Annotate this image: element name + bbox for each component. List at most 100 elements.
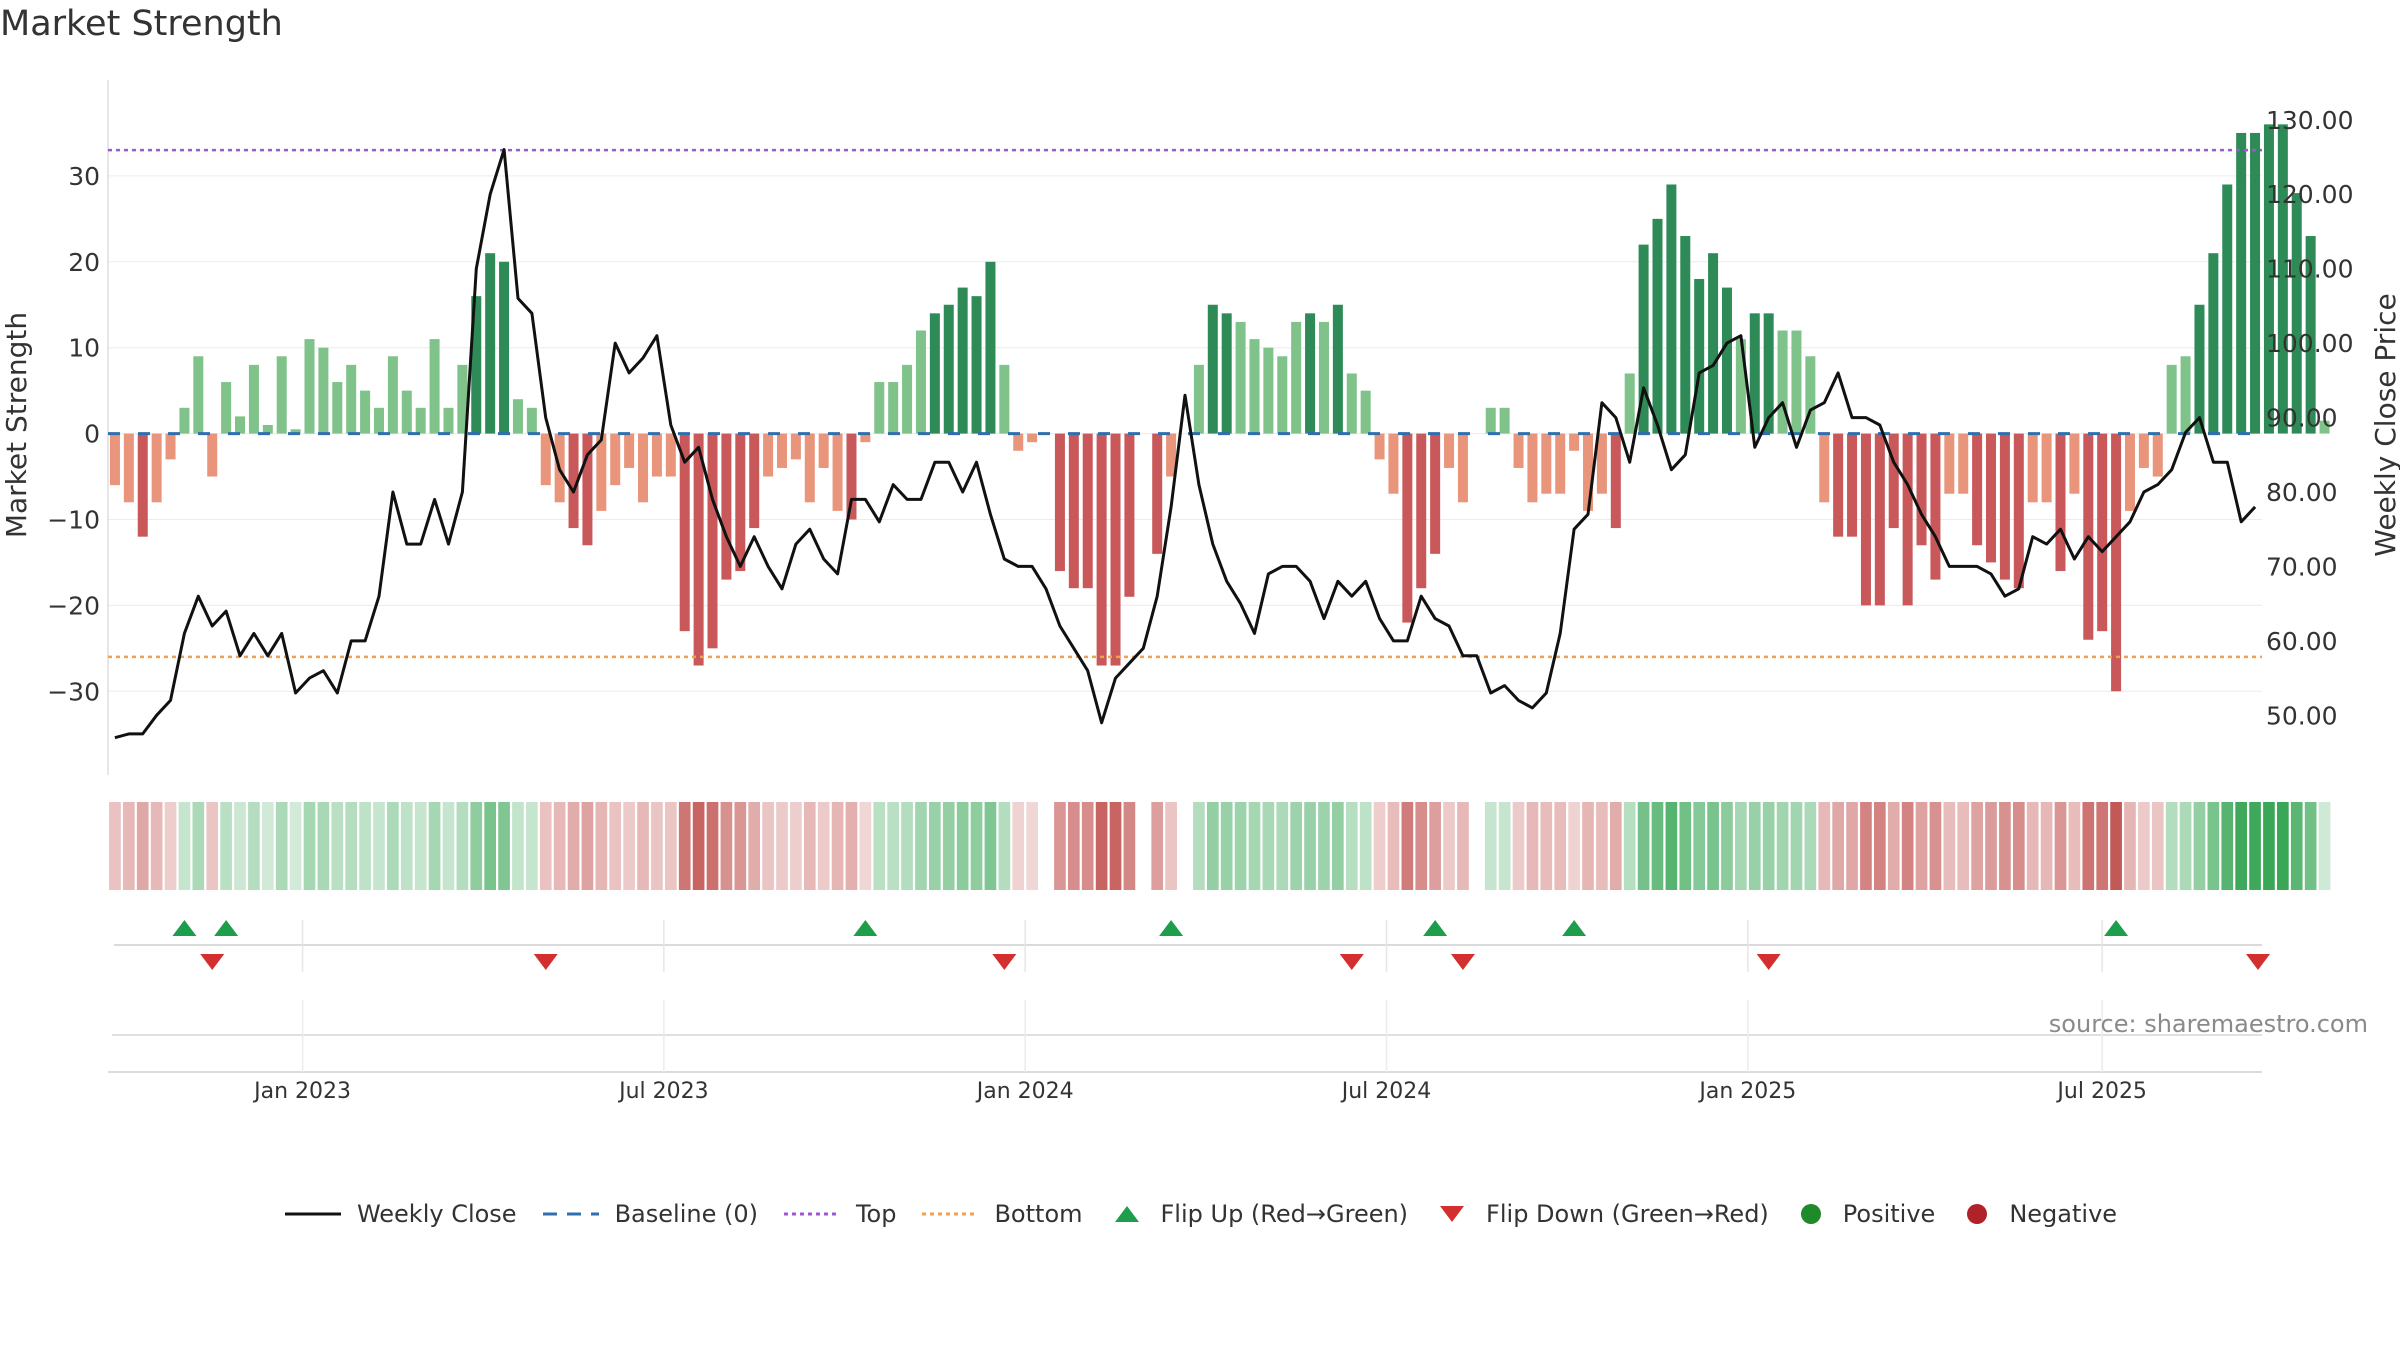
y-right-tick-label: 120.00	[2266, 180, 2353, 209]
strength-bar	[207, 433, 218, 477]
y-left-tick-label: −20	[47, 591, 100, 620]
strength-strip-cell	[539, 802, 552, 890]
strength-strip-cell	[803, 802, 816, 890]
strength-strip-cell	[1679, 802, 1692, 890]
strength-bar	[151, 433, 162, 503]
strength-bar	[943, 304, 954, 434]
strength-bar	[1277, 356, 1288, 434]
triangle-down-icon	[1440, 1206, 1465, 1222]
strength-bar	[2069, 433, 2080, 494]
strength-bar	[1457, 433, 1468, 503]
x-tick-label: Jul 2024	[1340, 1079, 1432, 1104]
strength-strip-cell	[1693, 802, 1706, 890]
strength-bar	[1652, 218, 1663, 434]
flip-down-marker	[992, 954, 1017, 970]
dashed-line-icon	[542, 1212, 599, 1216]
strength-strip-cell	[2165, 802, 2178, 890]
strength-bar	[1291, 321, 1302, 434]
strength-bar	[457, 364, 468, 434]
strength-bar	[471, 296, 482, 434]
dotted-line-icon	[922, 1212, 979, 1216]
y-right-tick-label: 130.00	[2266, 106, 2353, 135]
strength-bar	[582, 433, 593, 546]
strength-bar	[1110, 433, 1121, 666]
strength-heat-strip	[109, 802, 2331, 890]
strength-bar	[2027, 433, 2038, 503]
strength-strip-cell	[1943, 802, 1956, 890]
strength-bar	[1068, 433, 1079, 589]
strength-bar	[832, 433, 843, 511]
strength-bar	[1902, 433, 1913, 606]
strength-bar	[1958, 433, 1969, 494]
strength-strip-cell	[526, 802, 538, 890]
strength-strip-cell	[1874, 802, 1886, 890]
x-axis: Jan 2023 Jul 2023 Jan 2024 Jul 2024 Jan 2025…	[108, 1000, 2262, 1104]
strength-strip-cell	[373, 802, 385, 890]
strength-bar	[1124, 433, 1135, 597]
flip-down-marker	[533, 954, 558, 970]
strength-strip-cell	[692, 802, 705, 890]
strength-bar	[1027, 433, 1038, 443]
strength-bar	[763, 433, 774, 477]
strength-bar	[735, 433, 746, 572]
strength-bar	[902, 364, 913, 434]
strength-strip-cell	[1484, 802, 1497, 890]
strength-strip-cell	[512, 802, 524, 890]
strength-bar	[443, 407, 454, 434]
strength-strip-cell	[470, 802, 483, 890]
strength-strip-cell	[1290, 802, 1303, 890]
strength-bar	[2208, 253, 2219, 434]
strength-strip-cell	[192, 802, 205, 890]
legend-label: Bottom	[994, 1200, 1083, 1228]
strength-bar	[1666, 184, 1677, 434]
strength-strip-cell	[1457, 802, 1469, 890]
strength-bar	[1430, 433, 1441, 554]
y-left-tick-label: −30	[47, 677, 100, 706]
strength-strip-cell	[664, 802, 677, 890]
y-left-tick-label: −10	[47, 505, 100, 534]
strength-strip-cell	[1623, 802, 1636, 890]
flip-up-marker	[214, 920, 239, 936]
strength-strip-cell	[1318, 802, 1330, 890]
strength-bar	[1249, 339, 1260, 434]
strength-bar	[1082, 433, 1093, 589]
flip-up-marker	[1562, 920, 1587, 936]
strength-strip-cell	[1554, 802, 1567, 890]
strength-strip-cell	[748, 802, 761, 890]
strength-bar	[860, 433, 871, 443]
legend-flip-down: Flip Down (Green→Red)	[1432, 1200, 1769, 1228]
strength-strip-cell	[1470, 802, 1483, 890]
strength-bar	[804, 433, 815, 503]
strength-bar	[1416, 433, 1427, 589]
strength-strip-cell	[2138, 802, 2150, 890]
strength-strip-cell	[1846, 802, 1858, 890]
strength-bar	[776, 433, 787, 468]
strength-strip-cell	[164, 802, 177, 890]
strength-bar	[1388, 433, 1399, 494]
y-right-tick-label: 50.00	[2266, 701, 2338, 730]
strength-strip-cell	[887, 802, 900, 890]
strength-bar	[526, 407, 537, 434]
strength-bar	[2194, 304, 2205, 434]
strength-strip-cell	[1707, 802, 1719, 890]
strength-bar	[749, 433, 760, 529]
strength-strip-cell	[1540, 802, 1553, 890]
legend-label: Positive	[1842, 1200, 1936, 1228]
strength-strip-cell	[1957, 802, 1970, 890]
strength-strip-cell	[678, 802, 691, 890]
strength-strip-cell	[1665, 802, 1678, 890]
strength-strip-cell	[206, 802, 219, 890]
strength-bar	[540, 433, 551, 486]
y-right-tick-label: 100.00	[2266, 329, 2353, 358]
y-right-tick-label: 80.00	[2266, 478, 2338, 507]
strength-strip-cell	[1609, 802, 1622, 890]
source-credit: source: sharemaestro.com	[2048, 1010, 2368, 1038]
strength-bar	[888, 382, 899, 434]
strength-strip-cell	[2263, 802, 2275, 890]
strength-bar	[1193, 364, 1204, 434]
strength-strip-cell	[428, 802, 441, 890]
strength-strip-cell	[275, 802, 288, 890]
strength-strip-cell	[1776, 802, 1789, 890]
strength-bar	[1874, 433, 1885, 606]
strength-bar	[276, 356, 287, 434]
